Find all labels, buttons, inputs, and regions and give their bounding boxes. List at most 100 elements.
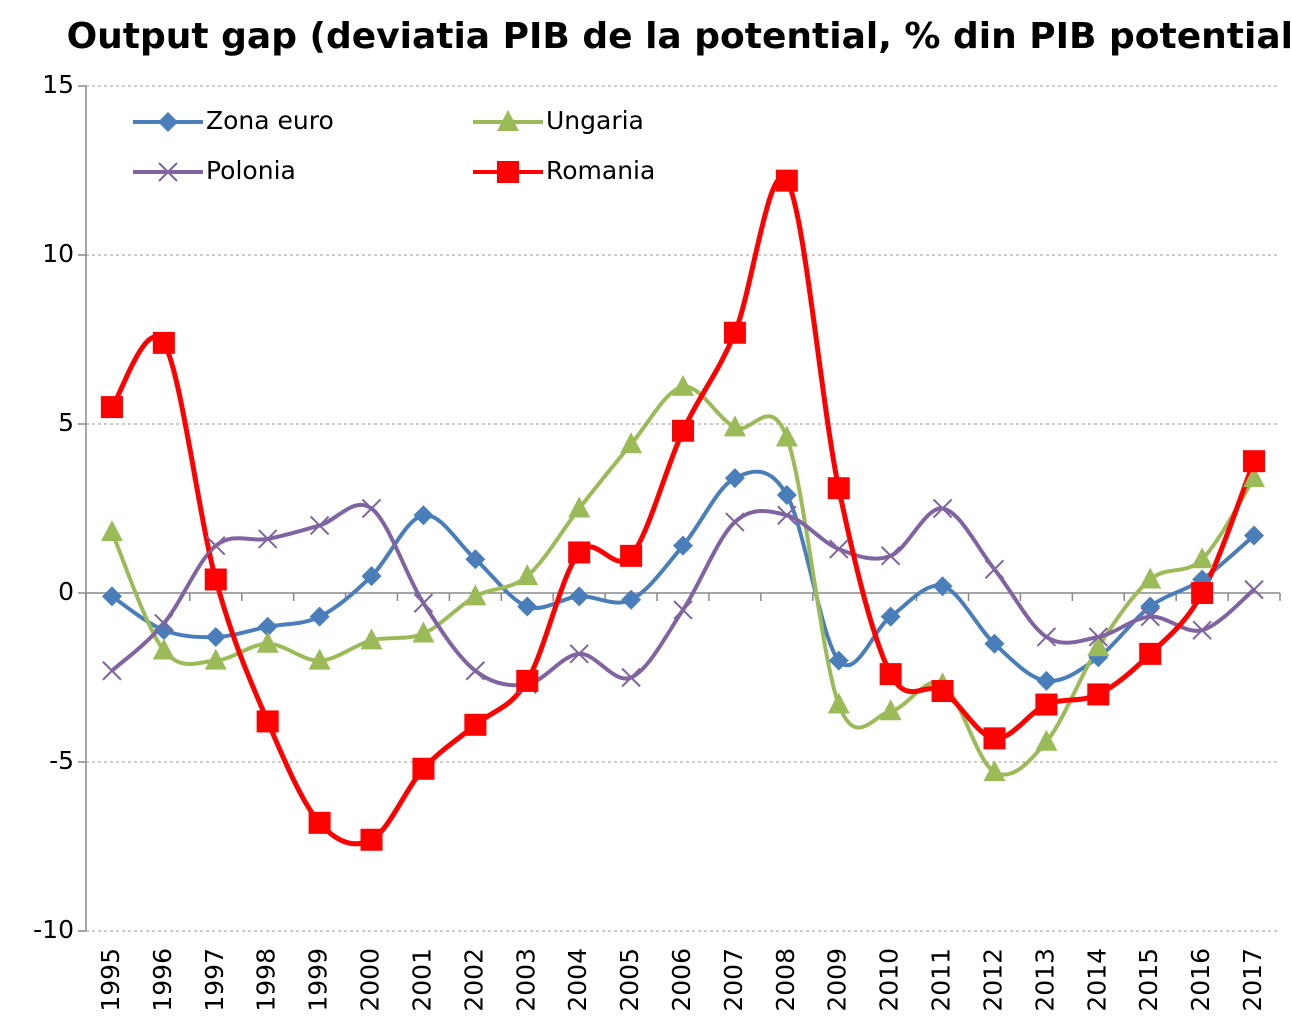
data-point <box>1140 606 1160 627</box>
data-point <box>516 669 539 692</box>
data-point <box>465 549 486 570</box>
y-tick-label: 15 <box>42 70 74 99</box>
legend-marker <box>497 110 519 131</box>
data-point <box>983 760 1006 782</box>
data-point <box>569 586 590 607</box>
data-point <box>827 477 850 500</box>
data-point <box>257 529 278 549</box>
data-point <box>672 419 694 442</box>
data-point <box>413 593 434 613</box>
x-tick-label: 2005 <box>615 948 644 1012</box>
y-tick-label: 0 <box>58 577 74 606</box>
data-point <box>829 539 849 559</box>
legend-label: Romania <box>546 156 655 185</box>
chart-title: Output gap (deviatia PIB de la potential… <box>67 16 1291 57</box>
y-tick-label: 10 <box>42 239 74 268</box>
data-point <box>777 505 797 525</box>
x-tick-label: 2002 <box>459 948 488 1012</box>
data-point <box>206 535 226 556</box>
data-point <box>257 616 278 637</box>
x-tick-label: 2004 <box>563 948 592 1012</box>
x-tick-label: 2001 <box>407 948 436 1012</box>
x-tick-label: 2015 <box>1134 948 1163 1012</box>
data-point <box>775 425 798 447</box>
data-point <box>1087 635 1110 657</box>
data-point <box>880 546 901 566</box>
data-point <box>464 713 487 736</box>
data-point <box>776 484 797 505</box>
series-line <box>110 502 1256 688</box>
x-tick-label: 1998 <box>252 948 281 1012</box>
x-tick-label: 2007 <box>719 948 748 1012</box>
data-point <box>1243 466 1266 488</box>
data-point <box>725 512 745 532</box>
x-tick-label: 2011 <box>927 948 956 1012</box>
legend-marker <box>158 112 178 132</box>
data-point <box>1036 627 1057 647</box>
data-point <box>724 468 745 489</box>
data-point <box>101 586 122 607</box>
x-tick-label: 2000 <box>356 948 385 1012</box>
x-tick-label: 2006 <box>667 948 696 1012</box>
data-point <box>932 498 953 519</box>
data-point <box>984 559 1005 580</box>
legend-marker <box>497 161 519 183</box>
x-tick-label: 2008 <box>771 948 800 1012</box>
data-point <box>775 169 798 192</box>
data-point <box>1244 525 1265 546</box>
data-point <box>568 496 591 518</box>
y-tick-label: 5 <box>58 408 74 437</box>
legend-label: Ungaria <box>546 106 644 135</box>
data-point <box>361 566 382 587</box>
data-point <box>673 600 693 620</box>
data-point <box>465 661 486 681</box>
data-point <box>1088 627 1109 647</box>
x-tick-label: 2003 <box>511 948 540 1012</box>
data-point <box>1139 567 1162 589</box>
data-point <box>568 541 591 564</box>
data-point <box>723 321 746 344</box>
data-point <box>1036 670 1057 691</box>
data-point <box>620 432 643 454</box>
data-point <box>621 667 641 688</box>
data-point <box>464 584 487 606</box>
data-point <box>309 515 330 536</box>
data-point <box>1139 642 1162 665</box>
legend-label: Zona euro <box>206 106 334 135</box>
data-point <box>412 757 435 780</box>
data-point <box>932 576 953 597</box>
data-point <box>1035 693 1058 716</box>
data-point <box>1191 582 1214 604</box>
data-point <box>621 589 642 610</box>
data-point <box>516 564 539 586</box>
data-point <box>361 498 382 519</box>
data-point <box>1087 683 1110 706</box>
legend-label: Polonia <box>206 156 296 185</box>
data-point <box>204 648 227 670</box>
series-line <box>109 175 1257 847</box>
data-point <box>308 811 331 834</box>
data-point <box>256 631 279 653</box>
x-tick-label: 2009 <box>823 948 852 1012</box>
data-point <box>827 692 850 714</box>
x-tick-label: 1996 <box>148 948 177 1012</box>
data-point <box>205 626 226 647</box>
data-point <box>880 606 901 627</box>
data-point <box>931 680 954 703</box>
data-point <box>620 544 643 567</box>
data-point <box>152 331 175 354</box>
data-point <box>360 628 383 650</box>
x-tick-label: 2016 <box>1186 948 1215 1012</box>
x-tick-label: 1995 <box>96 948 125 1012</box>
data-point <box>672 374 694 396</box>
legend-marker <box>158 162 178 182</box>
x-tick-label: 2012 <box>978 948 1007 1012</box>
data-point <box>102 661 122 681</box>
data-point <box>879 663 902 686</box>
data-point <box>413 505 434 526</box>
x-tick-label: 2014 <box>1082 948 1111 1012</box>
x-tick-label: 2017 <box>1238 948 1267 1012</box>
data-point <box>100 396 123 419</box>
data-point <box>1192 620 1212 640</box>
